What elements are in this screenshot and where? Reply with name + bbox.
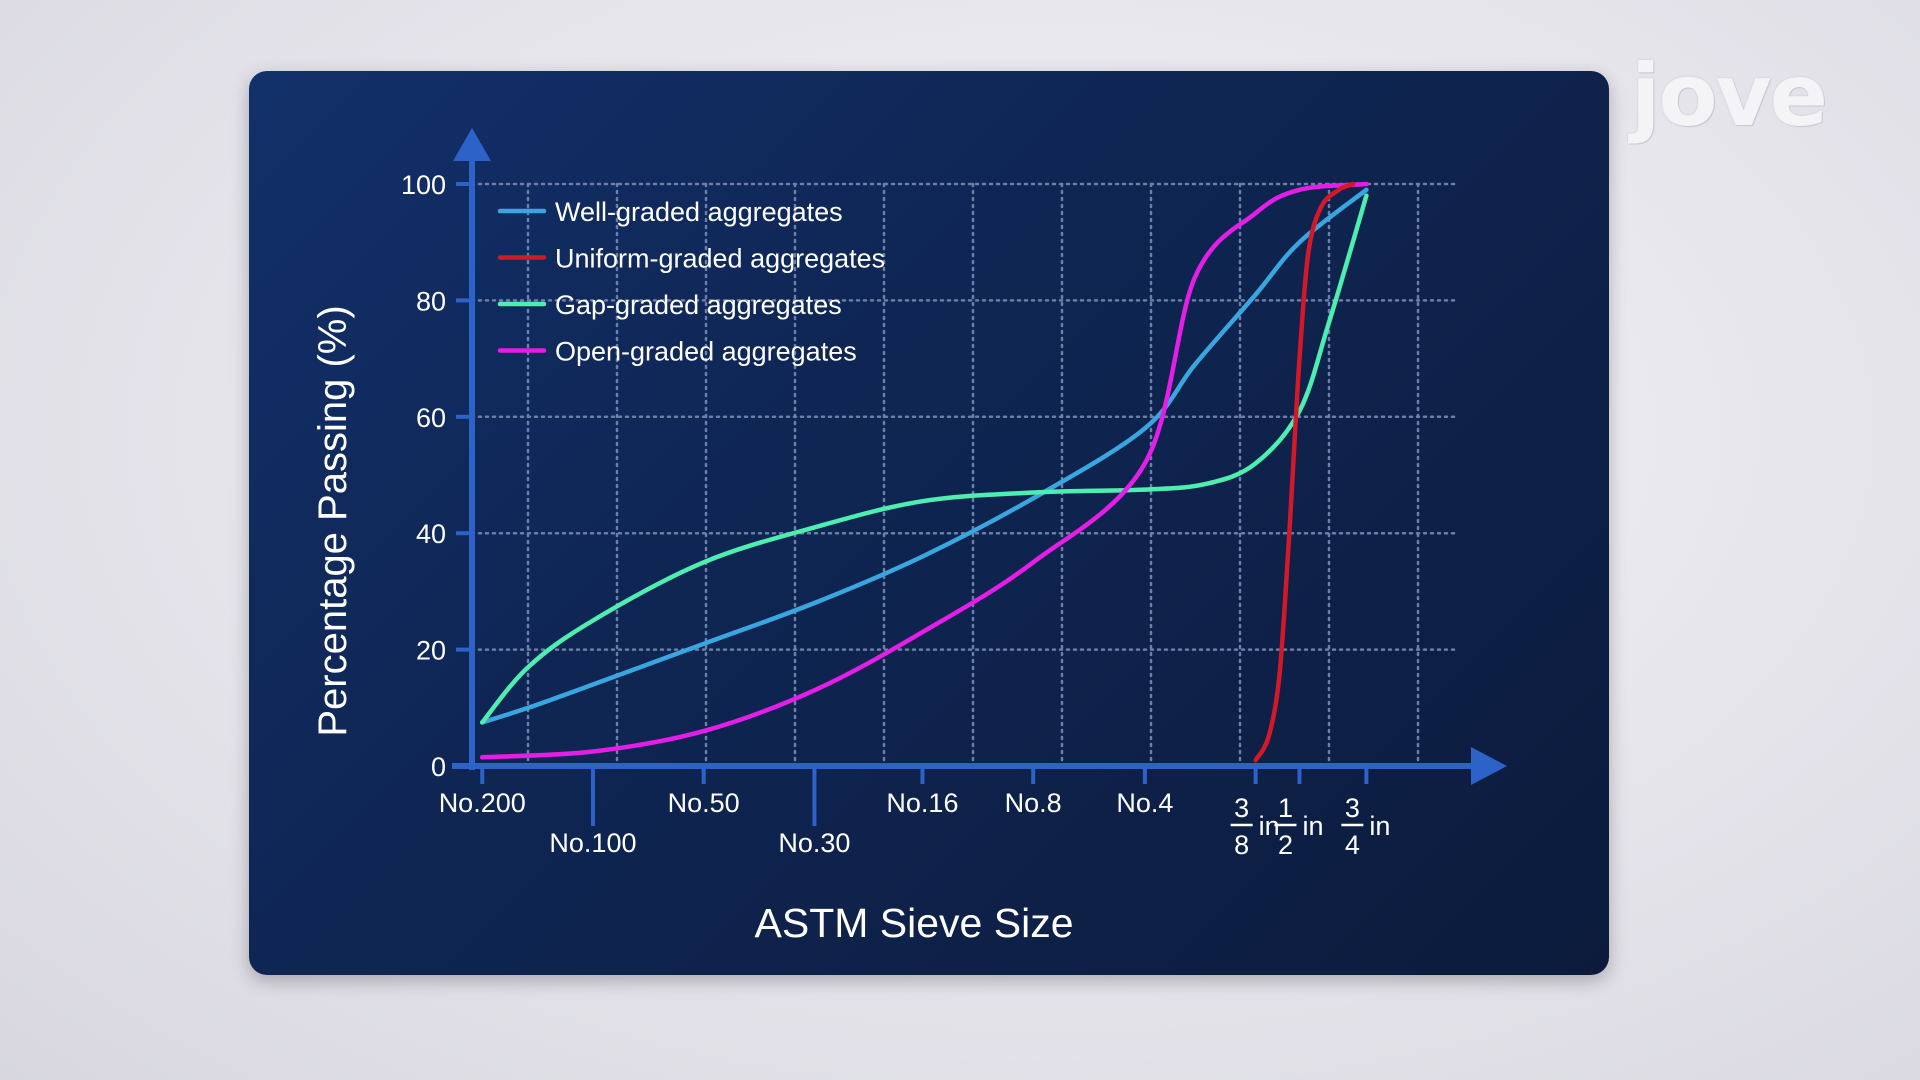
series-layer bbox=[479, 181, 1369, 763]
y-tick-label: 40 bbox=[416, 519, 446, 549]
legend-label-open-graded-aggregates: Open-graded aggregates bbox=[555, 337, 857, 367]
x-tick-label-fraction: 3 8 in bbox=[1230, 793, 1280, 860]
series-line-gap-graded-aggregates bbox=[479, 193, 1369, 725]
x-tick-label-fraction: 3 4 in bbox=[1341, 793, 1390, 860]
y-tick-label: 60 bbox=[416, 403, 446, 433]
x-tick-label: No.8 bbox=[1005, 788, 1062, 818]
series-line-open-graded-aggregates bbox=[479, 181, 1369, 760]
x-tick-label-fraction: 1 2 in bbox=[1274, 793, 1323, 860]
fraction-numerator: 1 bbox=[1278, 793, 1293, 823]
fraction-numerator: 3 bbox=[1234, 793, 1249, 823]
legend: Well-graded aggregates Uniform-graded agg… bbox=[497, 197, 885, 367]
fraction-unit: in bbox=[1369, 811, 1390, 841]
x-tick-label: No.50 bbox=[668, 788, 740, 818]
y-tick-label: 20 bbox=[416, 636, 446, 666]
x-tick-label: No.4 bbox=[1116, 788, 1173, 818]
y-axis-label: Percentage Passing (%) bbox=[311, 305, 355, 736]
x-axis-arrow bbox=[1471, 747, 1507, 785]
x-axis-label: ASTM Sieve Size bbox=[755, 900, 1074, 946]
brand-logo: jove bbox=[1631, 46, 1828, 146]
x-tick-label: No.30 bbox=[778, 828, 850, 858]
grading-chart: 0 20 40 60 80 100 No.200 No.100 No.50 No.30 No.16 N… bbox=[311, 128, 1507, 946]
legend-label-gap-graded-aggregates: Gap-graded aggregates bbox=[555, 290, 842, 320]
fraction-denominator: 4 bbox=[1345, 830, 1360, 860]
y-tick-label: 80 bbox=[416, 286, 446, 316]
series-line-well-graded-aggregates bbox=[479, 187, 1369, 725]
x-tick-label: No.16 bbox=[886, 788, 958, 818]
x-tick-label: No.200 bbox=[439, 788, 526, 818]
x-tick-label: No.100 bbox=[549, 828, 636, 858]
axis-layer bbox=[452, 128, 1507, 826]
fraction-numerator: 3 bbox=[1345, 793, 1360, 823]
chart-card: 0 20 40 60 80 100 No.200 No.100 No.50 No.30 No.16 N… bbox=[249, 71, 1609, 975]
y-tick-label: 0 bbox=[431, 752, 446, 782]
fraction-denominator: 8 bbox=[1234, 830, 1249, 860]
legend-label-well-graded-aggregates: Well-graded aggregates bbox=[555, 197, 843, 227]
fraction-unit: in bbox=[1259, 811, 1280, 841]
fraction-unit: in bbox=[1302, 811, 1323, 841]
series-line-uniform-graded-aggregates bbox=[1253, 181, 1356, 763]
y-axis-arrow bbox=[453, 128, 491, 161]
fraction-denominator: 2 bbox=[1278, 830, 1293, 860]
tick-label-layer: 0 20 40 60 80 100 No.200 No.100 No.50 No.30 No.16 N… bbox=[401, 170, 1390, 860]
y-tick-label: 100 bbox=[401, 170, 446, 200]
legend-label-uniform-graded-aggregates: Uniform-graded aggregates bbox=[555, 244, 885, 274]
